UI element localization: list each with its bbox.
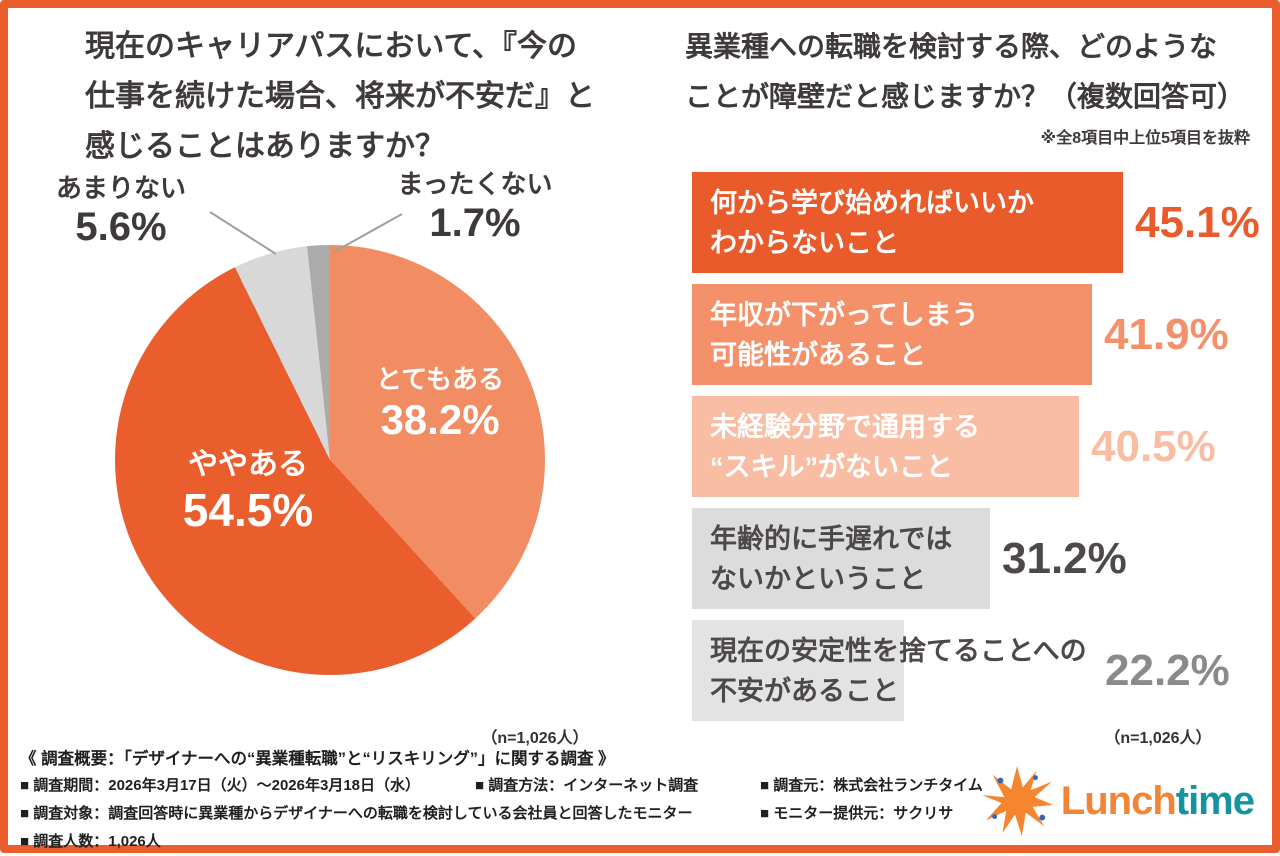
bar-fill [692, 172, 1123, 273]
bar-value: 22.2% [1105, 645, 1230, 695]
pie-segment-value: 5.6% [75, 205, 167, 249]
survey-item-target: ■ 調査対象：調査回答時に異業種からデザイナーへの転職を検討している会社員と回答… [20, 805, 693, 822]
bar-row: 年収が下がってしまう 可能性があること 41.9% [692, 284, 1272, 385]
survey-detail-row: ■ 調査対象：調査回答時に異業種からデザイナーへの転職を検討している会社員と回答… [20, 800, 1030, 828]
bar-label: 何から学び始めればいいか わからないこと [692, 183, 1034, 263]
pie-segment-value: 38.2% [380, 396, 500, 443]
left-title-line: 仕事を続けた場合、将来が不安だ』と [85, 80, 595, 113]
bar-row: 現在の安定性を捨てることへの 不安があること 22.2% [692, 620, 1272, 721]
bar-label: 年収が下がってしまう 可能性があること [692, 295, 979, 375]
bar-label-line: わからないこと [710, 227, 899, 258]
bar-track: 何から学び始めればいいか わからないこと [692, 172, 1123, 273]
bar-value: 31.2% [1002, 533, 1127, 583]
logo-text: Lunchtime [1060, 779, 1255, 823]
right-chart-title: 異業種への転職を検討する際、どのような ことが障壁だと感じますか？（複数回答可） [685, 22, 1260, 122]
bar-fill [692, 284, 1092, 385]
bar-fill [692, 396, 1079, 497]
pie-segment-value: 1.7% [429, 201, 521, 245]
left-title-line: 現在のキャリアパスにおいて、『今の [85, 30, 577, 63]
bar-track: 現在の安定性を捨てることへの 不安があること [692, 620, 1093, 721]
bar-label: 現在の安定性を捨てることへの 不安があること [692, 631, 1087, 711]
pie-segment-name: とてもある [376, 364, 504, 394]
survey-item-period: ■ 調査期間：2026年3月17日（火）〜2026年3月18日（水） [20, 777, 421, 794]
pie-label-yayaaru: ややある 54.5% [148, 446, 348, 536]
bar-fill [692, 620, 904, 721]
pie-segment-name: まったくない [397, 169, 553, 199]
lunchtime-logo: Lunchtime [981, 765, 1255, 837]
bar-value: 41.9% [1104, 309, 1229, 359]
sample-size-right: （n=1,026人） [1104, 730, 1212, 747]
survey-detail-row: ■ 調査期間：2026年3月17日（火）〜2026年3月18日（水） ■ 調査方… [20, 772, 1030, 800]
pie-segment-name: ややある [188, 448, 308, 481]
bar-label-line: 年齢的に手遅れでは [710, 523, 953, 554]
bar-label: 未経験分野で通用する “スキル”がないこと [692, 407, 980, 487]
sample-size-left: （n=1,026人） [481, 730, 589, 747]
survey-footer: 《 調査概要：「デザイナーへの“異業種転職”と“リスキリング”」に関する調査 》… [20, 746, 1030, 856]
survey-item-source: ■ 調査元：株式会社ランチタイム [760, 777, 983, 794]
right-title-line: 異業種への転職を検討する際、どのような [685, 31, 1218, 62]
bar-label-line: ないかということ [710, 563, 926, 594]
bar-label-line: 何から学び始めればいいか [710, 187, 1034, 218]
pie-chart [115, 245, 545, 675]
pie-label-amarinai: あまりない 5.6% [26, 172, 216, 250]
logo-burst-icon [981, 765, 1053, 837]
left-chart-title: 現在のキャリアパスにおいて、『今の 仕事を続けた場合、将来が不安だ』と 感じるこ… [85, 22, 625, 172]
bar-label-line: 年収が下がってしまう [710, 299, 979, 330]
left-title-line: 感じることはありますか？ [85, 130, 445, 163]
pie-label-mattakunai: まったくない 1.7% [370, 168, 580, 246]
bar-row: 年齢的に手遅れでは ないかということ 31.2% [692, 508, 1272, 609]
survey-item-monitor: ■ モニター提供元：サクリサ [760, 805, 954, 822]
survey-item-count: ■ 調査人数：1,026人 [20, 833, 161, 850]
bar-row: 何から学び始めればいいか わからないこと 45.1% [692, 172, 1272, 273]
bar-label-line: “スキル”がないこと [710, 451, 953, 482]
bar-track: 年収が下がってしまう 可能性があること [692, 284, 1092, 385]
bar-track: 未経験分野で通用する “スキル”がないこと [692, 396, 1079, 497]
logo-text-lunch: Lunch [1060, 779, 1177, 823]
bar-value: 45.1% [1135, 197, 1260, 247]
survey-detail-row: ■ 調査人数：1,026人 [20, 828, 1030, 856]
logo-text-time: time [1175, 779, 1255, 823]
survey-item-method: ■ 調査方法：インターネット調査 [475, 777, 699, 794]
bar-label-line: 現在の安定性を捨てることへの [710, 635, 1087, 666]
bar-chart: 何から学び始めればいいか わからないこと 45.1% 年収が下がってしまう 可能… [692, 172, 1272, 732]
bar-label: 年齢的に手遅れでは ないかということ [692, 519, 952, 599]
bar-label-line: 不安があること [710, 675, 899, 706]
bar-row: 未経験分野で通用する “スキル”がないこと 40.5% [692, 396, 1272, 497]
right-title-line: ことが障壁だと感じますか？（複数回答可） [685, 81, 1246, 112]
survey-overview: 《 調査概要：「デザイナーへの“異業種転職”と“リスキリング”」に関する調査 》 [20, 750, 615, 768]
bar-value: 40.5% [1091, 421, 1216, 471]
pie-label-totemoaru: とてもある 38.2% [350, 362, 530, 444]
pie-chart-area: あまりない 5.6% まったくない 1.7% とてもある 38.2% ややある … [20, 160, 650, 750]
pie-segment-value: 54.5% [182, 484, 314, 536]
bar-track: 年齢的に手遅れでは ないかということ [692, 508, 990, 609]
bar-label-line: 未経験分野で通用する [710, 411, 980, 442]
chart-note: ※全8項目中上位5項目を抜粋 [1040, 130, 1250, 147]
bar-label-line: 可能性があること [710, 339, 926, 370]
bar-fill [692, 508, 990, 609]
pie-segment-name: あまりない [55, 173, 186, 203]
